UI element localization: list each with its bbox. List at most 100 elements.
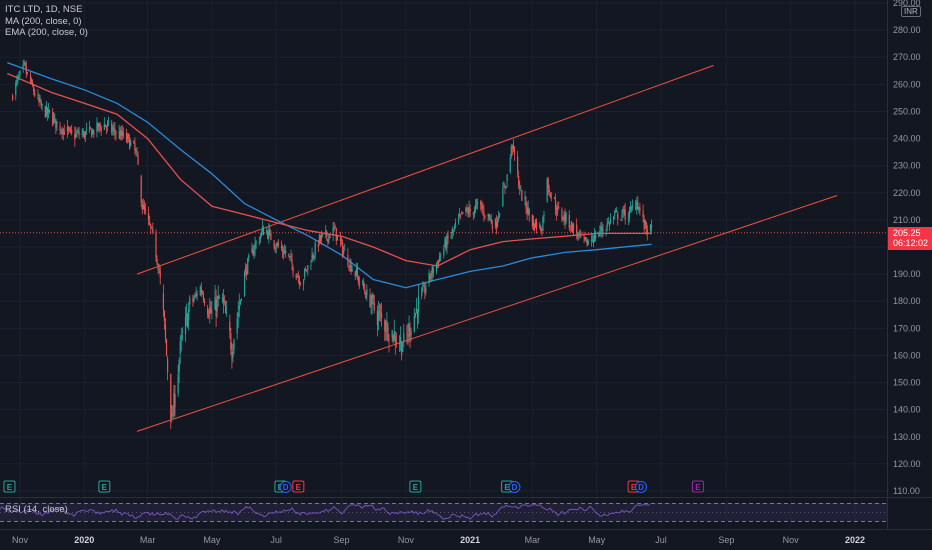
candle-body [451, 229, 453, 234]
candle-body [422, 287, 424, 292]
candle-body [543, 214, 545, 217]
candle-body [428, 272, 430, 284]
candle-body [563, 214, 565, 220]
candle-body [185, 313, 188, 317]
candle-body [267, 232, 269, 239]
candle-body [112, 129, 114, 132]
candle-body [586, 240, 588, 247]
candle-body [343, 250, 345, 254]
candle-body [171, 414, 173, 419]
candle-body [358, 282, 361, 283]
candle-body [568, 214, 570, 228]
candle-body [70, 128, 72, 130]
candle-body [569, 227, 571, 229]
candle-body [612, 216, 615, 219]
candle-body [245, 267, 247, 272]
candle-body [473, 210, 476, 215]
candle-body [239, 299, 241, 304]
candle-body [34, 93, 36, 96]
currency-badge[interactable]: INR [901, 6, 921, 17]
candle-body [312, 254, 314, 258]
candle-body [518, 176, 520, 187]
candle-body [638, 207, 640, 210]
candle-body [629, 207, 632, 210]
rsi-legend[interactable]: RSI (14, close) [5, 504, 68, 515]
candle-body [74, 133, 76, 140]
candle-body [321, 233, 324, 235]
ema-legend[interactable]: EMA (200, close, 0) [5, 27, 88, 38]
candle-body [525, 200, 527, 209]
candle-body [152, 229, 154, 233]
candle-body [539, 223, 541, 228]
candle-body [591, 239, 594, 241]
candle-body [643, 220, 645, 229]
candle-body [579, 230, 581, 232]
candle-body [550, 196, 552, 198]
candle-body [310, 265, 312, 266]
candle-body [553, 197, 556, 199]
candle-body [526, 208, 528, 214]
candle-body [99, 123, 101, 128]
candle-body [60, 130, 62, 131]
candle-body [170, 373, 172, 419]
candle-body [541, 232, 543, 235]
candle-body [313, 255, 315, 258]
candle-body [393, 331, 395, 340]
candle-body [546, 178, 548, 202]
candle-body [16, 79, 18, 82]
candle-body [504, 186, 506, 188]
candle-body [67, 127, 70, 130]
candle-body [511, 146, 513, 149]
candle-body [193, 298, 195, 301]
candle-body [45, 105, 47, 117]
candle-body [437, 262, 440, 264]
candle-body [510, 146, 512, 157]
ma-200-line [7, 72, 652, 267]
candle-body [528, 209, 530, 215]
candle-body [304, 269, 306, 278]
candle-body [519, 187, 521, 190]
candle-body [356, 269, 358, 276]
candle-body [602, 230, 604, 232]
candle-body [474, 205, 477, 211]
candle-body [285, 251, 287, 253]
candle-body [547, 179, 549, 190]
candle-body [233, 339, 235, 350]
candle-body [231, 352, 233, 359]
candle-body [533, 224, 536, 231]
candle-body [134, 143, 136, 151]
candle-body [576, 224, 578, 234]
candle-body [631, 205, 634, 208]
y-tick-label: 240.00 [893, 134, 921, 144]
candle-body [26, 72, 28, 74]
candle-body [646, 229, 648, 234]
candle-body [156, 258, 158, 264]
candle-body [78, 131, 80, 136]
candle-body [255, 241, 257, 243]
candle-body [119, 132, 121, 140]
candle-body [296, 276, 298, 278]
candle-body [189, 297, 191, 305]
candle-body [462, 212, 464, 214]
candle-body [223, 302, 226, 303]
candle-body [605, 229, 607, 231]
candle-body [105, 126, 108, 128]
candle-body [61, 131, 63, 135]
candle-body [144, 209, 147, 212]
candle-body [571, 224, 574, 233]
candle-body [517, 156, 519, 171]
candle-body [39, 99, 41, 102]
candle-body [408, 323, 410, 332]
x-tick-label: Jul [655, 535, 667, 545]
symbol-title[interactable]: ITC LTD, 1D, NSE [5, 4, 83, 15]
candle-body [475, 203, 478, 205]
candle-body [167, 358, 169, 373]
candle-body [344, 249, 346, 251]
candle-body [96, 121, 98, 132]
candle-body [46, 108, 49, 115]
ma-legend[interactable]: MA (200, close, 0) [5, 15, 82, 27]
candle-body [172, 415, 174, 417]
candle-body [81, 133, 83, 135]
candle-body [261, 227, 264, 231]
